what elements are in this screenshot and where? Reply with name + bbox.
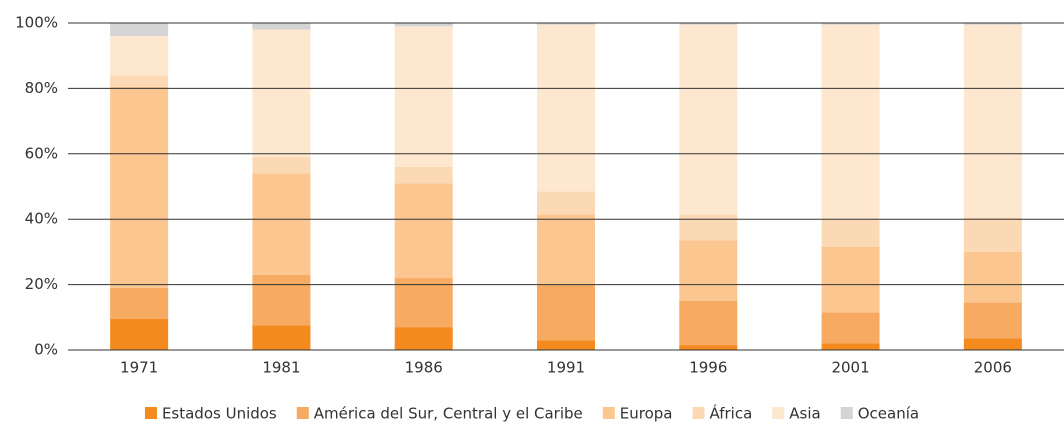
bar-segment (252, 325, 311, 350)
bar-segment (679, 240, 738, 301)
bar-segment (110, 36, 169, 76)
bar-segment (110, 318, 169, 350)
bar-segment (110, 75, 169, 87)
y-tick-label: 60% (25, 144, 58, 162)
bar-segment (394, 23, 453, 27)
bar-segment (963, 302, 1022, 339)
x-tick-label: 1986 (405, 359, 443, 377)
bar-segment (537, 340, 595, 350)
bar-segment (394, 26, 453, 167)
bar-segment (821, 246, 880, 313)
x-tick-label: 1996 (689, 359, 727, 377)
bar-segment (821, 312, 880, 344)
legend-label: Estados Unidos (162, 405, 277, 423)
y-tick-label: 40% (25, 210, 58, 228)
legend-swatch (144, 407, 157, 419)
bar-segment (963, 24, 1022, 218)
bar-segment (963, 251, 1022, 303)
bar-segment (252, 157, 311, 174)
bar-segment (821, 23, 880, 25)
bar-segment (537, 23, 595, 25)
bar-segment (679, 23, 738, 25)
legend-swatch (602, 407, 615, 419)
legend-label: África (710, 404, 753, 423)
bar-segment (537, 24, 595, 192)
bar-segment (537, 214, 595, 285)
y-tick-label: 80% (25, 79, 58, 97)
legend-swatch (772, 407, 785, 419)
bar-segment (963, 338, 1022, 350)
bar-segment (252, 23, 311, 30)
bar-segment (394, 278, 453, 328)
y-tick-label: 100% (15, 14, 58, 32)
bar-segment (963, 217, 1022, 252)
bar-segment (394, 327, 453, 350)
legend-label: América del Sur, Central y el Caribe (314, 405, 583, 423)
legend-swatch (692, 407, 705, 419)
y-tick-label: 0% (34, 341, 58, 359)
bar-segment (110, 23, 169, 37)
bar-segment (252, 29, 311, 158)
legend-swatch (296, 407, 309, 419)
legend-label: Asia (789, 405, 820, 423)
bar-segment (110, 287, 169, 319)
bar-segment (394, 183, 453, 279)
x-tick-label: 1991 (547, 359, 585, 377)
bar-segment (252, 274, 311, 326)
bar-segment (110, 86, 169, 288)
legend-swatch (840, 407, 853, 419)
bar-segment (679, 214, 738, 241)
legend-label: Europa (620, 405, 673, 423)
bar-segment (821, 24, 880, 220)
bar-segment (394, 166, 453, 184)
bar-segment (679, 300, 738, 346)
bar-segment (252, 173, 311, 275)
bar-segment (963, 23, 1022, 25)
x-tick-label: 1981 (262, 359, 300, 377)
legend: Estados Unidos América del Sur, Central y… (144, 404, 919, 423)
x-tick-label: 2001 (831, 359, 869, 377)
x-tick-label: 1971 (120, 359, 158, 377)
bar-segment (679, 345, 738, 350)
legend-label: Oceanía (858, 405, 919, 423)
bar-segment (537, 191, 595, 215)
bar-segment (821, 343, 880, 350)
bar-segment (537, 284, 595, 341)
bar-segment (821, 219, 880, 247)
y-tick-label: 20% (25, 275, 58, 293)
bar-segment (679, 24, 738, 215)
x-tick-label: 2006 (974, 359, 1012, 377)
